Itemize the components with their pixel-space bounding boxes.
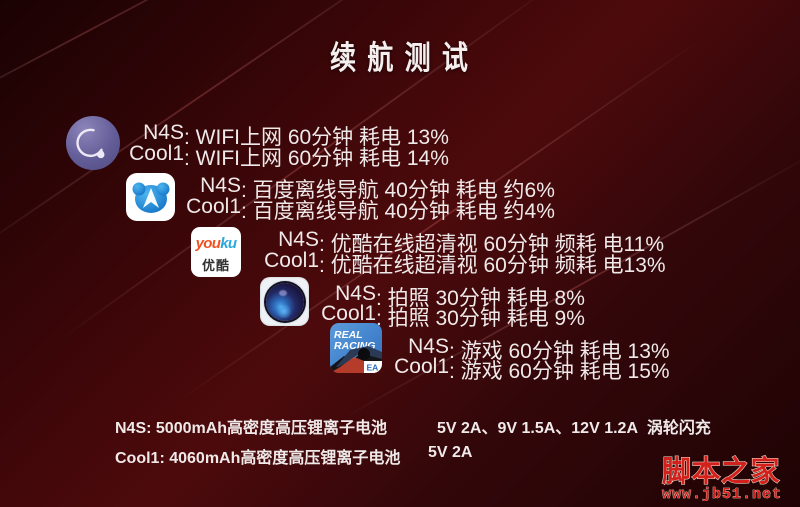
svg-text:脚本之家: 脚本之家 xyxy=(662,454,780,488)
svg-text:www.jb51.net: www.jb51.net xyxy=(662,486,782,501)
svg-text:EA: EA xyxy=(367,363,379,373)
